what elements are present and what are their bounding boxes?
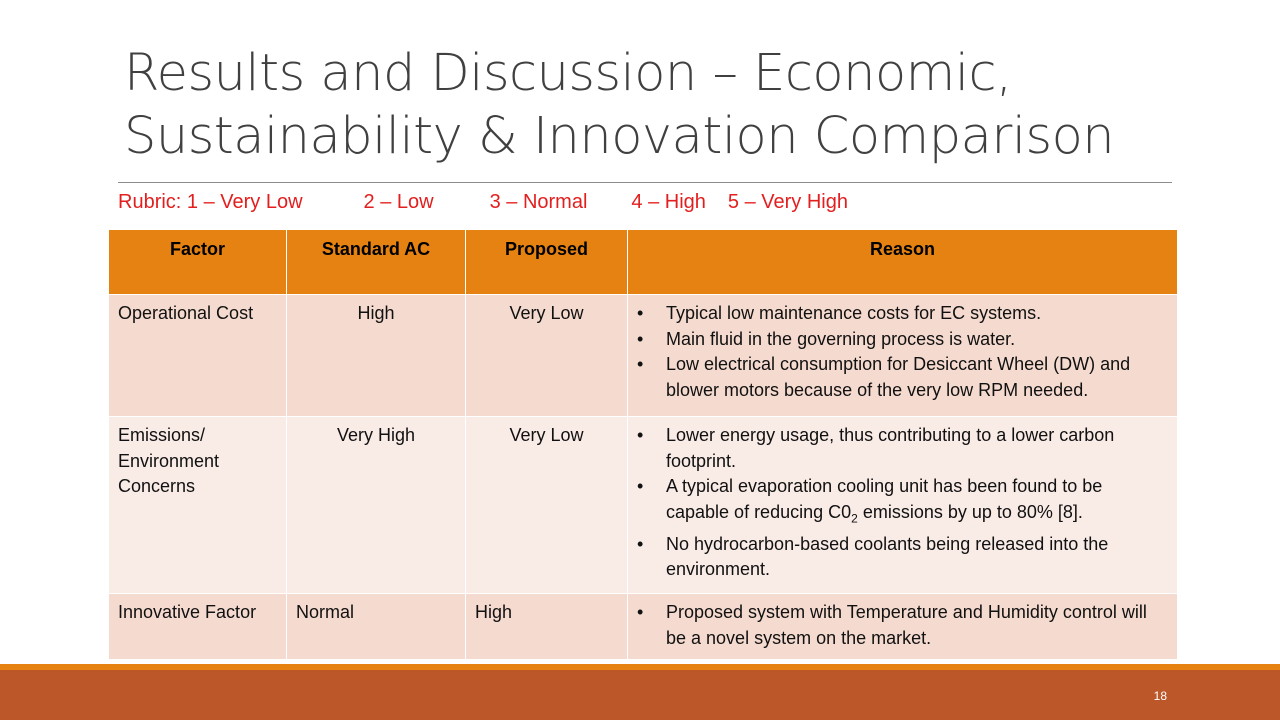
table-row: Operational Cost High Very Low Typical l… [108, 294, 1178, 417]
footer-bar [0, 670, 1280, 720]
table-header-row: Factor Standard AC Proposed Reason [108, 229, 1178, 295]
rubric-item-2: 2 – Low [363, 191, 434, 213]
reason-item: A typical evaporation cooling unit has b… [637, 474, 1168, 532]
cell-standard-ac: Very High [286, 416, 466, 594]
reason-text-tail: emissions by up to 80% [8]. [857, 501, 1083, 522]
cell-factor: Emissions/ Environment Concerns [108, 416, 287, 594]
rubric-item-5: 5 – Very High [727, 191, 848, 213]
cell-factor: Operational Cost [108, 294, 287, 417]
cell-standard-ac: Normal [286, 593, 466, 660]
cell-proposed: Very Low [465, 416, 628, 594]
rubric-item-3: 3 – Normal [489, 191, 588, 213]
page-number: 18 [1153, 689, 1167, 703]
co2-subscript: 2 [851, 511, 858, 526]
reason-item: Main fluid in the governing process is w… [637, 327, 1168, 353]
cell-proposed: Very Low [465, 294, 628, 417]
reason-list: Typical low maintenance costs for EC sys… [637, 301, 1168, 403]
reason-item: Proposed system with Temperature and Hum… [637, 600, 1168, 651]
table-row: Innovative Factor Normal High Proposed s… [108, 593, 1178, 660]
factor-line: Environment [118, 450, 220, 471]
reason-list: Lower energy usage, thus contributing to… [637, 423, 1168, 583]
rubric-legend: Rubric: 1 – Very Low 2 – Low 3 – Normal 4 –… [118, 188, 848, 216]
cell-reason: Typical low maintenance costs for EC sys… [627, 294, 1178, 417]
cell-reason: Proposed system with Temperature and Hum… [627, 593, 1178, 660]
reason-list: Proposed system with Temperature and Hum… [637, 600, 1168, 651]
header-proposed: Proposed [465, 229, 628, 295]
rubric-item-4: 4 – High [631, 191, 706, 213]
slide-title: Results and Discussion – Economic, Susta… [124, 42, 1184, 168]
header-factor: Factor [108, 229, 287, 295]
factor-line: Concerns [118, 476, 196, 496]
title-divider [118, 182, 1172, 183]
cell-standard-ac: High [286, 294, 466, 417]
title-line-2: Sustainability & Innovation Comparison [124, 107, 1115, 166]
table-row: Emissions/ Environment Concerns Very Hig… [108, 416, 1178, 594]
cell-reason: Lower energy usage, thus contributing to… [627, 416, 1178, 594]
factor-line: Emissions/ [118, 425, 206, 445]
reason-item: Low electrical consumption for Desiccant… [637, 352, 1168, 403]
header-reason: Reason [627, 229, 1178, 295]
header-standard-ac: Standard AC [286, 229, 466, 295]
reason-item: Typical low maintenance costs for EC sys… [637, 301, 1168, 327]
title-line-1: Results and Discussion – Economic, [124, 44, 1012, 103]
footer-accent-line [0, 664, 1280, 670]
cell-factor: Innovative Factor [108, 593, 287, 660]
reason-item: No hydrocarbon-based coolants being rele… [637, 532, 1168, 583]
cell-proposed: High [465, 593, 628, 660]
reason-text: A typical evaporation cooling unit has b… [666, 476, 1103, 522]
reason-item: Lower energy usage, thus contributing to… [637, 423, 1168, 474]
rubric-item-1: Rubric: 1 – Very Low [118, 191, 303, 213]
comparison-table: Factor Standard AC Proposed Reason Opera… [108, 229, 1178, 660]
